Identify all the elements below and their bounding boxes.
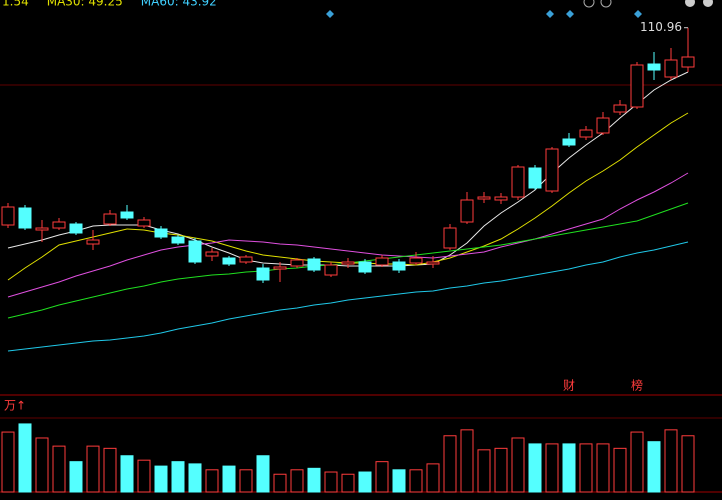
volume-bar [1, 431, 15, 493]
ma-line [7, 241, 689, 352]
candle-body [460, 199, 474, 223]
candle-body [579, 129, 593, 138]
volume-label: 万↑ [4, 399, 26, 413]
candle-body [681, 56, 695, 68]
candle-body [86, 239, 100, 245]
candle-body [324, 264, 338, 276]
event-marker[interactable]: 榜 [631, 378, 643, 393]
volume-bar [341, 473, 355, 493]
volume-bar [154, 465, 168, 493]
volume-bar [120, 455, 134, 493]
volume-bar [545, 443, 559, 493]
volume-bar [511, 437, 525, 493]
candle-body [562, 138, 576, 146]
volume-bar [409, 469, 423, 493]
volume-bar [494, 447, 508, 493]
volume-bar [647, 441, 661, 493]
candle-body [35, 227, 49, 231]
candle-body [171, 236, 185, 244]
candle-body [494, 196, 508, 201]
volume-bar [613, 447, 627, 493]
candle-body [392, 261, 406, 271]
volume-bar [579, 443, 593, 493]
volume-bar [307, 467, 321, 493]
toolbar-icons[interactable] [326, 0, 713, 18]
volume-bar [137, 459, 151, 493]
candle-body [103, 213, 117, 225]
event-marker[interactable]: 财 [563, 379, 575, 393]
volume-bar [205, 469, 219, 493]
candle-body [630, 64, 644, 108]
candle-body [1, 206, 15, 226]
candle-body [222, 257, 236, 265]
candle-body [273, 266, 287, 270]
candle-body [120, 211, 134, 219]
candle-body [443, 227, 457, 249]
volume-bar [596, 443, 610, 493]
volume-bar [460, 429, 474, 493]
volume-bar [392, 469, 406, 493]
volume-bar [273, 473, 287, 493]
ma-line [7, 71, 689, 267]
volume-bar [562, 443, 576, 493]
candle-body [375, 257, 389, 266]
candle-body [188, 240, 202, 263]
volume-bar [35, 437, 49, 493]
volume-bar [426, 463, 440, 493]
ma-line [7, 172, 689, 298]
volume-bar [239, 469, 253, 493]
volume-bar [256, 455, 270, 493]
volume-bar [52, 445, 66, 493]
candle-body [477, 196, 491, 200]
candle-body [137, 219, 151, 227]
volume-bar [477, 449, 491, 493]
candle-body [426, 261, 440, 265]
volume-bar [358, 471, 372, 493]
candle-body [613, 104, 627, 113]
candle-body [307, 258, 321, 271]
candle-body [52, 221, 66, 229]
volume-bar [18, 423, 32, 493]
volume-bar [324, 471, 338, 493]
volume-bar [528, 443, 542, 493]
candle-body [18, 207, 32, 229]
candle-body [511, 166, 525, 198]
header-label: 1.54 [2, 0, 29, 9]
header-label: MA30: 49.25 [47, 0, 123, 9]
candle-body [596, 117, 610, 134]
candle-body [358, 261, 372, 273]
candle-body [154, 228, 168, 238]
volume-bar [86, 445, 100, 493]
volume-bar [681, 435, 695, 493]
volume-bar [222, 465, 236, 493]
volume-bar [630, 431, 644, 493]
candle-body [409, 257, 423, 264]
candle-body [545, 148, 559, 192]
volume-bar [375, 461, 389, 493]
volume-bar [290, 469, 304, 493]
candle-body [239, 256, 253, 263]
candle-body [69, 223, 83, 234]
volume-bar [664, 429, 678, 493]
header-label: MA60: 43.92 [141, 0, 217, 9]
candle-body [205, 251, 219, 257]
candle-body [664, 59, 678, 78]
volume-bar [69, 461, 83, 493]
max-label: 110.96 [640, 20, 682, 34]
candle-body [647, 63, 661, 71]
volume-bar [103, 447, 117, 493]
candle-body [528, 167, 542, 189]
volume-bar [188, 463, 202, 493]
volume-bar [171, 461, 185, 493]
volume-bar [443, 435, 457, 493]
candle-body [256, 267, 270, 281]
candle-body [290, 259, 304, 267]
candle-body [341, 261, 355, 265]
